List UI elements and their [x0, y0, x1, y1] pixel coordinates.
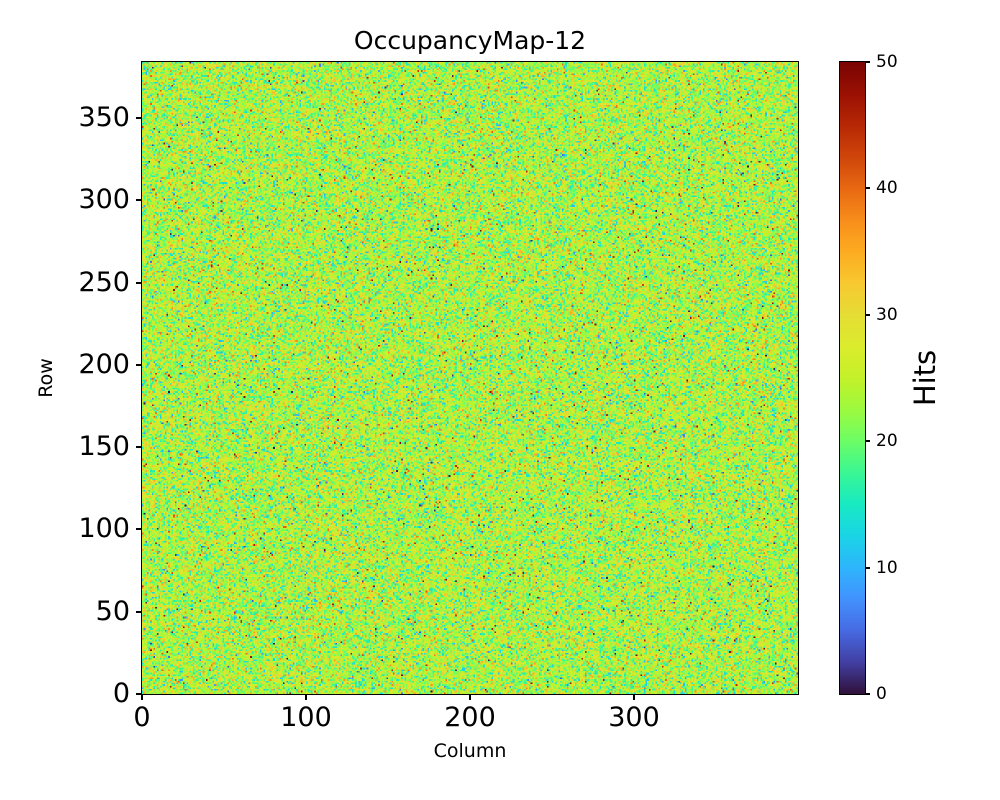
x-tick-label: 300: [608, 702, 660, 733]
y-tick-label: 200: [78, 348, 130, 380]
y-tick-label: 0: [112, 678, 130, 709]
colorbar-tick-mark: [865, 693, 870, 695]
colorbar-tick-mark: [865, 187, 870, 190]
y-tick-mark: [136, 363, 142, 366]
colorbar-tick-mark: [865, 440, 870, 443]
x-tick-mark: [141, 694, 143, 700]
colorbar-tick-mark: [865, 566, 870, 569]
y-tick-mark: [136, 116, 142, 119]
y-tick-mark: [136, 446, 142, 449]
colorbar-tick-label: 50: [876, 52, 898, 72]
y-tick-mark: [136, 281, 142, 284]
colorbar-canvas: [840, 62, 865, 694]
y-tick-label: 350: [78, 101, 130, 133]
colorbar-tick-label: 40: [876, 178, 898, 199]
colorbar-tick-mark: [865, 61, 870, 63]
x-tick-label: 0: [133, 702, 151, 733]
y-tick-label: 300: [78, 184, 130, 216]
y-tick-label: 100: [78, 513, 130, 545]
x-tick-mark: [305, 694, 307, 700]
colorbar-tick-label: 10: [876, 557, 898, 578]
colorbar-label: Hits: [908, 349, 942, 407]
colorbar-tick-label: 0: [876, 684, 887, 704]
x-tick-label: 100: [280, 702, 332, 733]
y-axis-label: Row: [35, 358, 57, 398]
colorbar-tick-mark: [865, 313, 870, 316]
y-tick-mark: [136, 528, 142, 531]
y-tick-label: 250: [78, 266, 130, 298]
y-tick-mark: [136, 610, 142, 613]
colorbar-tick-label: 20: [876, 431, 898, 452]
x-tick-mark: [469, 694, 471, 700]
y-tick-label: 150: [78, 431, 130, 463]
colorbar-tick-label: 30: [876, 304, 898, 325]
y-tick-label: 50: [95, 595, 130, 627]
y-tick-mark: [136, 693, 142, 695]
y-tick-mark: [136, 199, 142, 202]
chart-title: OccupancyMap-12: [353, 26, 587, 55]
x-tick-label: 200: [444, 702, 496, 733]
x-axis-label: Column: [433, 740, 507, 762]
heatmap-canvas: [142, 62, 798, 694]
x-tick-mark: [633, 694, 635, 700]
